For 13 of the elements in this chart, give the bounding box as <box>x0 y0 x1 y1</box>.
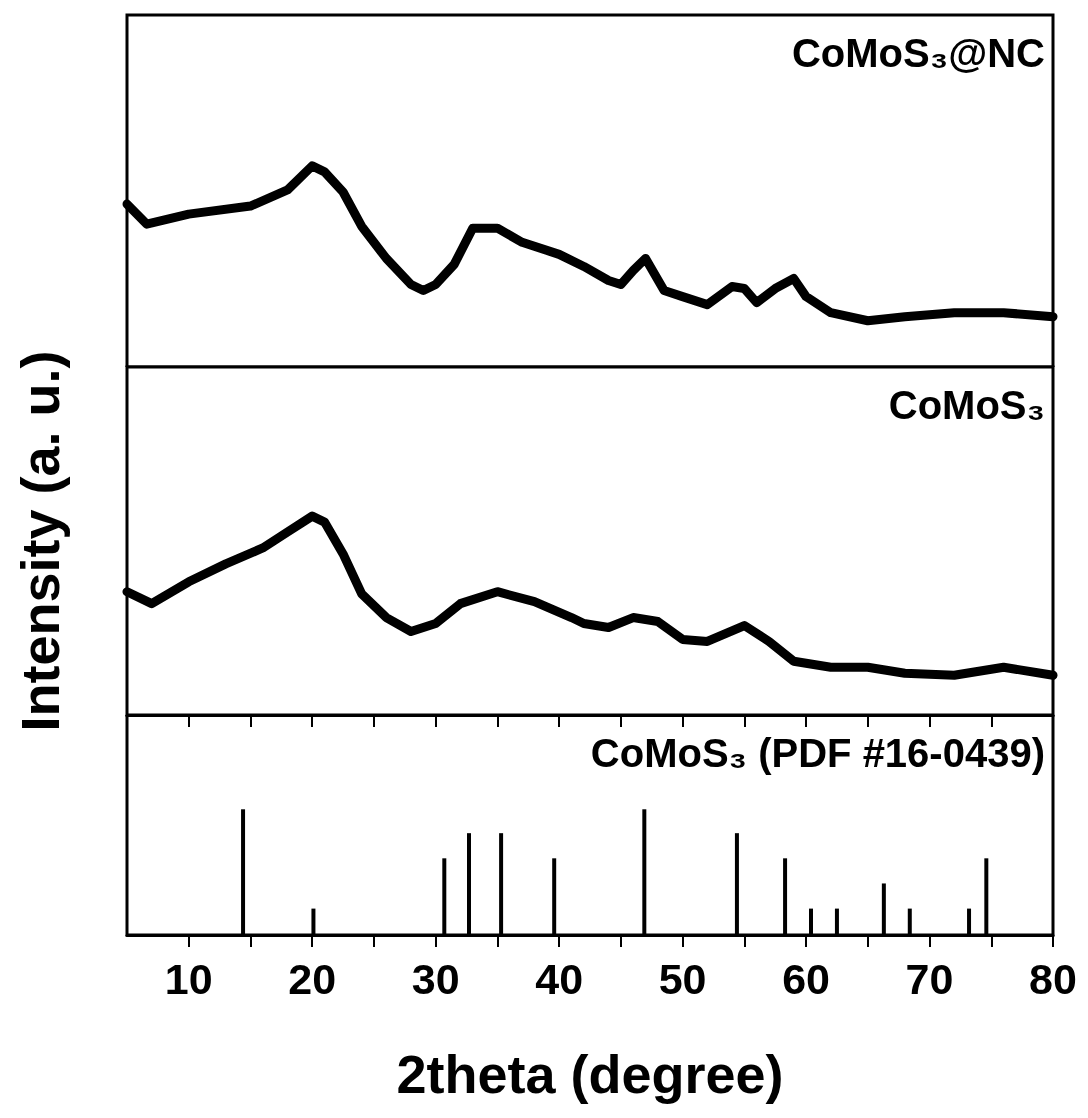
x-tick-label: 70 <box>905 954 954 1003</box>
text: CoMoS₃@NC <box>791 31 1045 75</box>
x-tick-label: 50 <box>658 954 707 1003</box>
x-tick-label: 80 <box>1029 954 1077 1003</box>
series-label: CoMoS₃ (PDF #16-0439) <box>590 731 1045 775</box>
x-tick-label: 10 <box>164 954 213 1003</box>
x-tick-label: 40 <box>535 954 584 1003</box>
text: CoMoS₃ <box>888 383 1045 427</box>
x-tick-label: 30 <box>411 954 460 1003</box>
x-tick-label: 20 <box>288 954 337 1003</box>
x-axis-title: 2theta (degree) <box>396 1044 784 1104</box>
x-tick-label: 60 <box>782 954 830 1003</box>
y-axis-title: Intensity (a. u.) <box>10 350 70 732</box>
